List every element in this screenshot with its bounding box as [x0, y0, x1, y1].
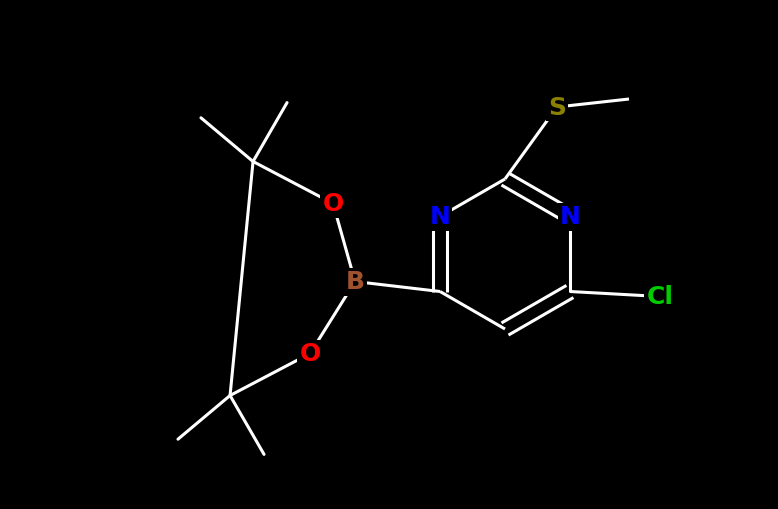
- Text: Cl: Cl: [647, 285, 674, 309]
- Text: O: O: [300, 342, 321, 366]
- Text: N: N: [429, 205, 450, 229]
- Text: B: B: [345, 270, 365, 294]
- Text: O: O: [322, 192, 344, 216]
- Text: N: N: [559, 205, 580, 229]
- Text: S: S: [548, 96, 566, 120]
